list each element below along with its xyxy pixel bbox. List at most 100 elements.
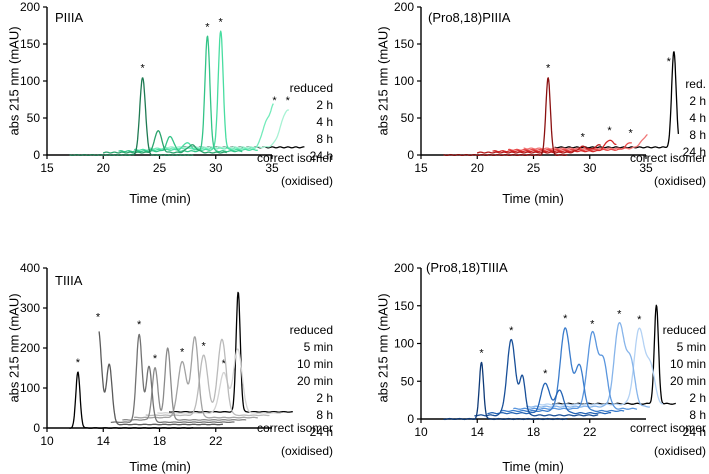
series-line: [118, 35, 243, 153]
peak-marker: *: [667, 56, 672, 68]
series-label: 24 h: [310, 425, 333, 439]
x-tick-label: 10: [414, 425, 428, 439]
x-tick-label: 30: [209, 161, 223, 175]
series-label-sub: (oxidised): [281, 444, 333, 458]
peak-marker: *: [153, 353, 158, 365]
x-tick-label: 10: [40, 434, 54, 448]
series-label: 5 min: [304, 340, 333, 354]
x-tick-label: 30: [583, 161, 597, 175]
series-label: correct isomer: [630, 151, 706, 165]
series-line: [157, 348, 282, 414]
y-tick-label: 200: [394, 0, 414, 14]
x-tick-label: 15: [40, 161, 54, 175]
series-line: [69, 77, 194, 157]
series-line: [500, 327, 625, 413]
y-tick-label: 300: [20, 301, 40, 315]
x-tick-label: 20: [97, 161, 111, 175]
panel-title: TIIIA: [55, 273, 83, 288]
series-line: [507, 142, 632, 151]
y-tick-label: 100: [20, 74, 40, 88]
series-line: [122, 347, 247, 421]
series-label: correct isomer: [257, 151, 333, 165]
peak-marker: *: [96, 311, 101, 323]
y-tick-label: 100: [394, 337, 414, 351]
series-label: 24 h: [683, 425, 706, 439]
x-tick-label: 22: [583, 425, 597, 439]
y-tick-label: 200: [20, 341, 40, 355]
series-line: [133, 336, 258, 419]
y-tick-label: 0: [407, 412, 414, 426]
peak-marker: *: [509, 325, 514, 337]
panel-title: (Pro8,18)TIIIA: [426, 260, 508, 275]
peak-marker: *: [543, 368, 548, 380]
series-label: reduced: [290, 323, 333, 337]
series-label: 10 min: [297, 357, 333, 371]
peak-marker: *: [140, 62, 145, 74]
series-label: 8 h: [689, 128, 706, 142]
series-line: [554, 51, 680, 149]
series-line: [513, 330, 638, 410]
x-tick-label: 14: [97, 434, 111, 448]
series-line: [487, 382, 612, 415]
series-label: correct isomer: [257, 421, 333, 435]
y-tick-label: 50: [27, 111, 41, 125]
y-axis-label: abs 215 nm (mAU): [376, 293, 391, 402]
y-tick-label: 200: [20, 0, 40, 14]
series-label: 20 min: [297, 374, 333, 388]
series-label: 2 h: [316, 391, 333, 405]
y-tick-label: 0: [33, 421, 40, 435]
y-tick-label: 100: [394, 74, 414, 88]
series-line: [526, 321, 651, 408]
x-axis-label: Time (min): [129, 191, 191, 206]
x-tick-label: 22: [209, 434, 223, 448]
peak-marker: *: [205, 21, 210, 33]
peak-marker: *: [637, 314, 642, 326]
panel-top-left: 15 20 25 30 35 0 50 100 150 200 Time (min) abs 215 …: [7, 0, 333, 206]
series-label: 4 h: [689, 111, 706, 125]
peak-marker: *: [546, 62, 551, 74]
y-tick-label: 50: [401, 111, 415, 125]
series-label: 8 h: [316, 132, 333, 146]
x-axis-label: Time (min): [502, 191, 564, 206]
y-axis-label: abs 215 nm (mAU): [7, 26, 22, 135]
x-tick-label: 35: [639, 161, 653, 175]
series-line: [149, 103, 274, 150]
panel-title: (Pro8,18)PIIIA: [428, 10, 511, 25]
peak-marker: *: [272, 95, 277, 107]
axes-frame: [420, 7, 646, 156]
series-line: [476, 144, 602, 154]
series-line: [443, 77, 568, 157]
x-tick-label: 15: [414, 161, 428, 175]
series-label: red.: [685, 77, 706, 91]
peak-marker: *: [590, 318, 595, 330]
peak-marker: *: [617, 309, 622, 321]
series-label: 8 h: [316, 408, 333, 422]
y-tick-label: 150: [20, 37, 40, 51]
series-line: [69, 371, 194, 429]
panel-top-right: 15 20 25 30 35 0 50 100 150 200 Time (min) abs 215 …: [376, 0, 706, 206]
series-label: 24 h: [310, 149, 333, 163]
series-label: reduced: [290, 81, 333, 95]
series-label-sub: (oxidised): [654, 444, 706, 458]
series-label: 8 h: [689, 408, 706, 422]
peak-marker: *: [563, 313, 568, 325]
panel-bottom-left: 10 14 18 22 0 100 200 300 400 Time (min) abs 215 n…: [7, 261, 333, 474]
axes-frame: [420, 268, 646, 420]
series-label-sub: (oxidised): [654, 174, 706, 188]
panel-title: PIIIA: [55, 10, 84, 25]
y-tick-label: 400: [20, 261, 40, 275]
series-line: [102, 130, 228, 154]
peak-marker: *: [76, 357, 81, 369]
peak-marker: *: [581, 132, 586, 144]
x-tick-label: 18: [153, 434, 167, 448]
series-line: [168, 291, 293, 413]
y-tick-label: 200: [394, 261, 414, 275]
peak-marker: *: [607, 125, 612, 137]
x-tick-label: 18: [527, 425, 541, 439]
x-axis-label: Time (min): [502, 459, 564, 474]
peak-marker: *: [286, 95, 291, 107]
series-label: 4 h: [316, 115, 333, 129]
y-tick-label: 100: [20, 381, 40, 395]
series-label-sub: (oxidised): [281, 174, 333, 188]
